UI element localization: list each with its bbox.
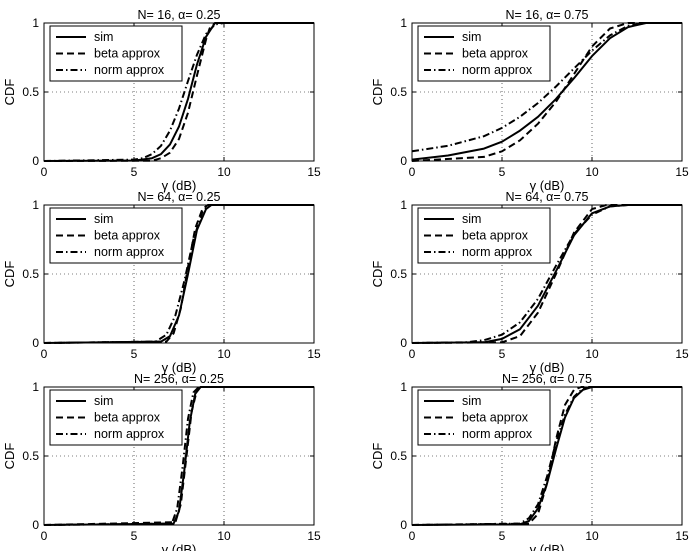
x-tick-label: 15	[675, 347, 689, 361]
y-tick-label: 1	[400, 198, 407, 212]
legend: sim beta approx norm approx	[49, 25, 183, 82]
y-tick-label: 0.5	[390, 449, 407, 463]
subplot-title: N= 64, α= 0.25	[138, 190, 221, 204]
series-line-norm-approx	[43, 22, 314, 162]
subplot-6: 0 5 10 15 0 0.5 1 N= 256, α= 0.75 γ (dB) CDF sim be…	[370, 372, 689, 551]
x-axis-label: γ (dB)	[530, 542, 565, 551]
legend-label: beta approx	[462, 47, 529, 61]
x-tick-label: 5	[131, 347, 138, 361]
legend: sim beta approx norm approx	[417, 207, 551, 264]
y-tick-label: 0	[400, 518, 407, 532]
x-axis-label: γ (dB)	[530, 360, 565, 375]
legend: sim beta approx norm approx	[417, 25, 551, 82]
legend-label: beta approx	[462, 411, 529, 425]
series-line-norm-approx	[411, 204, 682, 344]
legend-label: beta approx	[94, 411, 161, 425]
x-tick-label: 0	[409, 347, 416, 361]
subplot-title: N= 256, α= 0.75	[502, 372, 592, 386]
legend-label: sim	[462, 394, 481, 408]
subplot-title: N= 64, α= 0.75	[506, 190, 589, 204]
subplot-title: N= 16, α= 0.75	[506, 8, 589, 22]
x-tick-label: 15	[675, 165, 689, 179]
x-tick-label: 15	[307, 529, 321, 543]
x-tick-label: 15	[307, 165, 321, 179]
subplot-title: N= 256, α= 0.25	[134, 372, 224, 386]
x-tick-label: 10	[585, 165, 599, 179]
y-tick-label: 0	[400, 154, 407, 168]
legend: sim beta approx norm approx	[49, 389, 183, 446]
x-tick-label: 10	[585, 529, 599, 543]
legend-label: norm approx	[462, 63, 533, 77]
x-tick-label: 0	[409, 529, 416, 543]
y-tick-label: 0.5	[22, 267, 39, 281]
subplot-title: N= 16, α= 0.25	[138, 8, 221, 22]
y-tick-label: 0	[400, 336, 407, 350]
y-tick-label: 0	[32, 154, 39, 168]
series-line-beta-approx	[43, 22, 314, 162]
series-line-norm-approx	[43, 386, 314, 526]
legend-label: sim	[94, 212, 113, 226]
y-axis-label: CDF	[370, 79, 385, 106]
series-line-beta-approx	[411, 386, 682, 526]
y-tick-label: 1	[32, 380, 39, 394]
x-tick-label: 0	[41, 347, 48, 361]
subplot-5: 0 5 10 15 0 0.5 1 N= 256, α= 0.25 γ (dB) CDF sim be…	[2, 372, 321, 551]
y-tick-label: 1	[32, 16, 39, 30]
legend-label: norm approx	[94, 427, 165, 441]
x-tick-label: 10	[217, 347, 231, 361]
legend: sim beta approx norm approx	[417, 389, 551, 446]
x-tick-label: 10	[585, 347, 599, 361]
legend-label: norm approx	[462, 245, 533, 259]
y-tick-label: 1	[32, 198, 39, 212]
x-tick-label: 0	[41, 529, 48, 543]
y-tick-label: 0	[32, 336, 39, 350]
series-line-norm-approx	[411, 386, 682, 526]
x-axis-label: γ (dB)	[162, 360, 197, 375]
subplot-1: 0 5 10 15 0 0.5 1 N= 16, α= 0.25 γ (dB) CDF sim bet…	[2, 8, 321, 193]
y-axis-label: CDF	[370, 443, 385, 470]
series-line-beta-approx	[43, 204, 314, 344]
y-tick-label: 0.5	[390, 267, 407, 281]
x-tick-label: 0	[41, 165, 48, 179]
x-axis-label: γ (dB)	[162, 542, 197, 551]
legend-label: beta approx	[462, 229, 529, 243]
y-tick-label: 0.5	[390, 85, 407, 99]
y-tick-label: 0	[32, 518, 39, 532]
subplot-2: 0 5 10 15 0 0.5 1 N= 16, α= 0.75 γ (dB) CDF sim bet…	[370, 8, 689, 193]
legend-label: beta approx	[94, 47, 161, 61]
x-tick-label: 10	[217, 529, 231, 543]
subplot-4: 0 5 10 15 0 0.5 1 N= 64, α= 0.75 γ (dB) CDF sim bet…	[370, 190, 689, 375]
y-axis-label: CDF	[370, 261, 385, 288]
legend-label: beta approx	[94, 229, 161, 243]
y-tick-label: 1	[400, 380, 407, 394]
legend-label: norm approx	[94, 245, 165, 259]
x-tick-label: 15	[675, 529, 689, 543]
x-tick-label: 0	[409, 165, 416, 179]
y-axis-label: CDF	[2, 261, 17, 288]
subplot-3: 0 5 10 15 0 0.5 1 N= 64, α= 0.25 γ (dB) CDF sim bet…	[2, 190, 321, 375]
series-line-norm-approx	[411, 22, 682, 153]
y-tick-label: 1	[400, 16, 407, 30]
legend-label: sim	[462, 30, 481, 44]
legend-label: norm approx	[94, 63, 165, 77]
x-tick-label: 15	[307, 347, 321, 361]
y-axis-label: CDF	[2, 79, 17, 106]
x-tick-label: 5	[499, 529, 506, 543]
x-tick-label: 5	[499, 347, 506, 361]
x-axis-label: γ (dB)	[162, 178, 197, 193]
x-tick-label: 5	[131, 529, 138, 543]
legend-label: norm approx	[462, 427, 533, 441]
x-tick-label: 5	[499, 165, 506, 179]
y-tick-label: 0.5	[22, 449, 39, 463]
x-axis-label: γ (dB)	[530, 178, 565, 193]
legend-label: sim	[94, 394, 113, 408]
y-tick-label: 0.5	[22, 85, 39, 99]
legend-label: sim	[94, 30, 113, 44]
legend: sim beta approx norm approx	[49, 207, 183, 264]
legend-label: sim	[462, 212, 481, 226]
x-tick-label: 5	[131, 165, 138, 179]
x-tick-label: 10	[217, 165, 231, 179]
y-axis-label: CDF	[2, 443, 17, 470]
